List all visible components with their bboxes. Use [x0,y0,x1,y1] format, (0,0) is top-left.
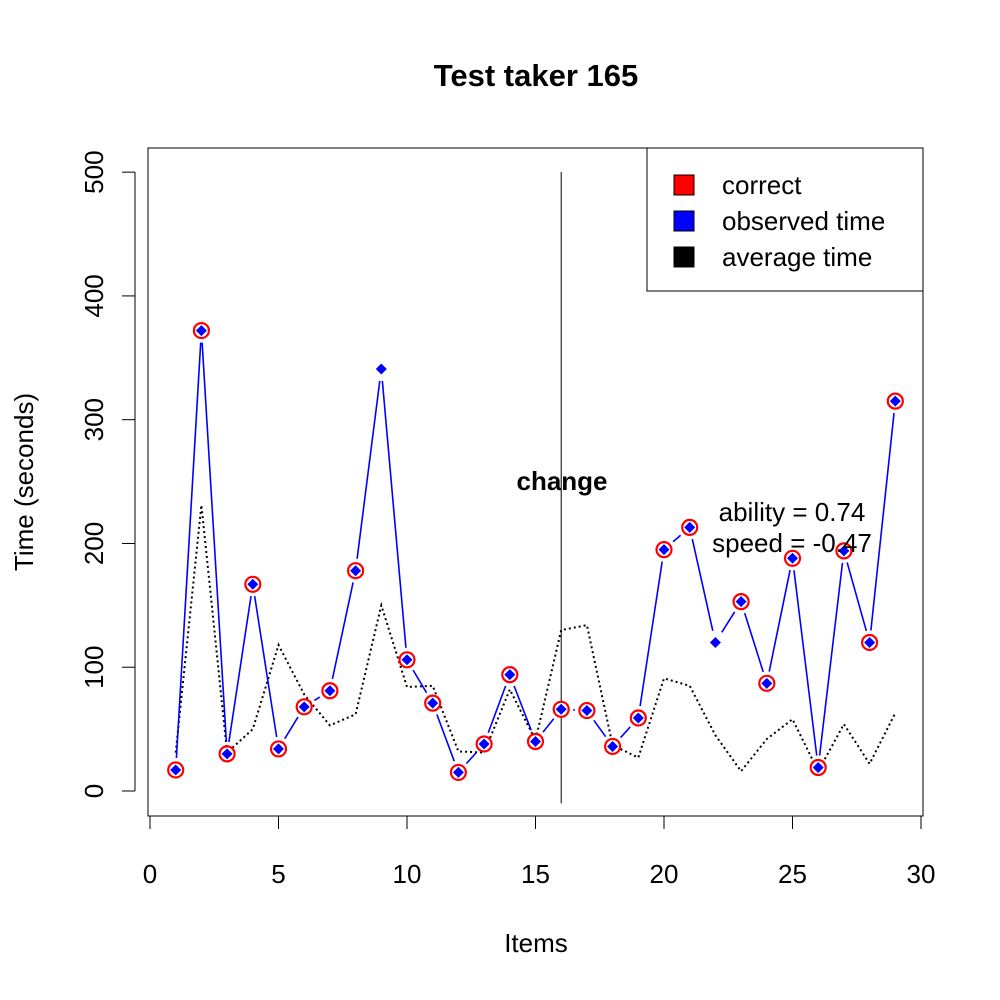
observed-time-point [247,578,259,590]
observed-time-segment [620,726,631,739]
observed-time-segment [672,534,682,543]
observed-time-point [427,697,439,709]
x-tick-label: 5 [271,859,285,889]
x-axis-label: Items [504,928,568,958]
legend-label-correct: correct [722,170,802,200]
observed-time-point [401,654,413,666]
observed-time-segment [253,596,278,738]
speed-annotation: speed = -0.47 [712,528,872,558]
change-annotation: change [516,466,607,496]
observed-time-segment [487,685,507,733]
observed-time-point [273,743,284,755]
observed-time-segment [691,538,714,631]
observed-time-point [375,363,387,375]
y-tick-label: 100 [79,646,109,689]
y-tick-label: 300 [79,398,109,441]
x-tick-label: 10 [393,859,422,889]
observed-time-point [838,545,850,557]
observed-time-segment [175,342,202,759]
observed-time-segment [513,685,532,731]
observed-time-segment [313,696,321,702]
observed-time-point [504,669,516,681]
legend-swatch-observed-time [673,210,695,232]
series-group [174,342,897,774]
legend-label-average-time: average time [722,242,872,272]
observed-time-point [221,748,233,760]
observed-time-point [787,552,798,564]
observed-time-point [607,740,619,752]
observed-time-segment [465,752,477,765]
observed-time-point [658,544,670,556]
observed-time-segment [381,380,407,648]
observed-time-segment [593,719,607,738]
observed-time-segment [639,561,663,707]
observed-time-point [195,325,207,337]
observed-time-point [170,764,182,776]
legend-swatch-correct [673,174,695,196]
observed-time-point [709,636,721,648]
x-tick-label: 30 [907,859,936,889]
observed-time-point [581,705,593,717]
observed-time-segment [201,342,228,742]
observed-time-segment [818,562,844,756]
observed-time-segment [356,380,381,559]
observed-time-point [684,521,696,533]
observed-time-point [864,636,876,648]
chart-title: Test taker 165 [434,58,639,93]
observed-time-point [478,738,490,750]
legend-swatch-average-time [673,246,695,268]
observed-time-point [298,701,310,713]
x-tick-label: 25 [778,859,807,889]
ability-annotation: ability = 0.74 [719,497,866,527]
legend-label-observed-time: observed time [722,206,885,236]
observed-time-point [812,761,824,773]
observed-time-point [530,735,541,747]
observed-time-segment [436,714,455,762]
average-time-line [174,504,897,774]
y-axis: 0 100 200 300 400 500 [79,150,136,798]
observed-time-point [324,685,336,697]
observed-time-segment [768,569,791,672]
y-axis-label: Time (seconds) [9,393,39,571]
legend: correct observed time average time [646,147,924,292]
observed-time-segment [793,570,818,756]
y-tick-label: 500 [79,150,109,193]
y-tick-label: 200 [79,522,109,565]
observed-time-segment [412,669,428,694]
observed-time-point [632,712,644,724]
observed-time-segment [846,562,868,632]
observed-time-segment [721,611,736,633]
observed-time-segment [542,718,555,733]
observed-time-point [761,677,773,689]
observed-time-segment [228,596,252,743]
observed-time-point [889,395,901,407]
marker-group [167,321,904,782]
observed-time-point [452,766,464,778]
observed-time-segment [743,612,764,673]
observed-time-point [350,565,362,577]
x-tick-label: 15 [521,859,550,889]
x-axis: 0 5 10 15 20 25 30 [143,815,936,889]
observed-time-segment [870,412,895,631]
y-tick-label: 400 [79,274,109,317]
y-tick-label: 0 [79,784,109,798]
observed-time-point [555,703,567,715]
x-tick-label: 0 [143,859,157,889]
observed-time-segment [284,716,299,740]
observed-time-segment [331,582,354,680]
observed-time-point [735,596,747,608]
x-tick-label: 20 [650,859,679,889]
